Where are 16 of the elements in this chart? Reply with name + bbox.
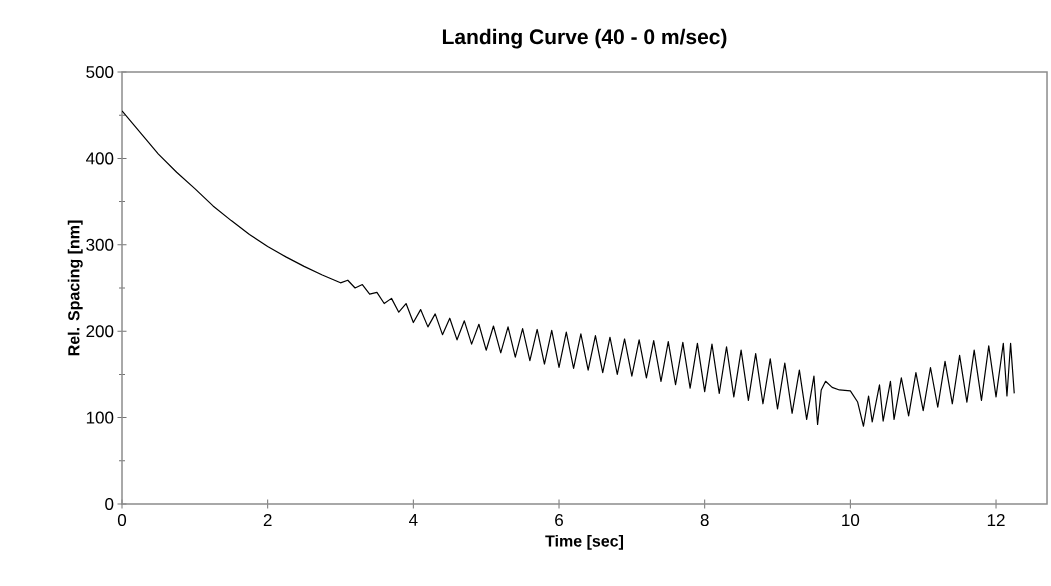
x-tick-label: 2 [263, 514, 272, 526]
chart-title: Landing Curve (40 - 0 m/sec) [442, 28, 727, 49]
y-tick-label: 400 [86, 152, 114, 165]
y-tick-label: 300 [86, 238, 114, 251]
x-axis-title: Time [sec] [545, 534, 624, 550]
x-tick-label: 8 [700, 514, 709, 527]
x-tick-label: 0 [117, 514, 127, 527]
y-axis-title: Rel. Spacing [nm] [67, 220, 83, 356]
x-tick-label: 4 [409, 514, 418, 526]
y-tick-label: 100 [86, 411, 114, 424]
x-tick-label: 12 [987, 514, 1005, 526]
y-tick-label: 200 [86, 325, 114, 338]
x-tick-label: 10 [842, 514, 860, 527]
y-tick-label: 0 [105, 497, 114, 511]
y-tick-label: 500 [86, 65, 114, 79]
x-tick-label: 6 [555, 514, 563, 527]
